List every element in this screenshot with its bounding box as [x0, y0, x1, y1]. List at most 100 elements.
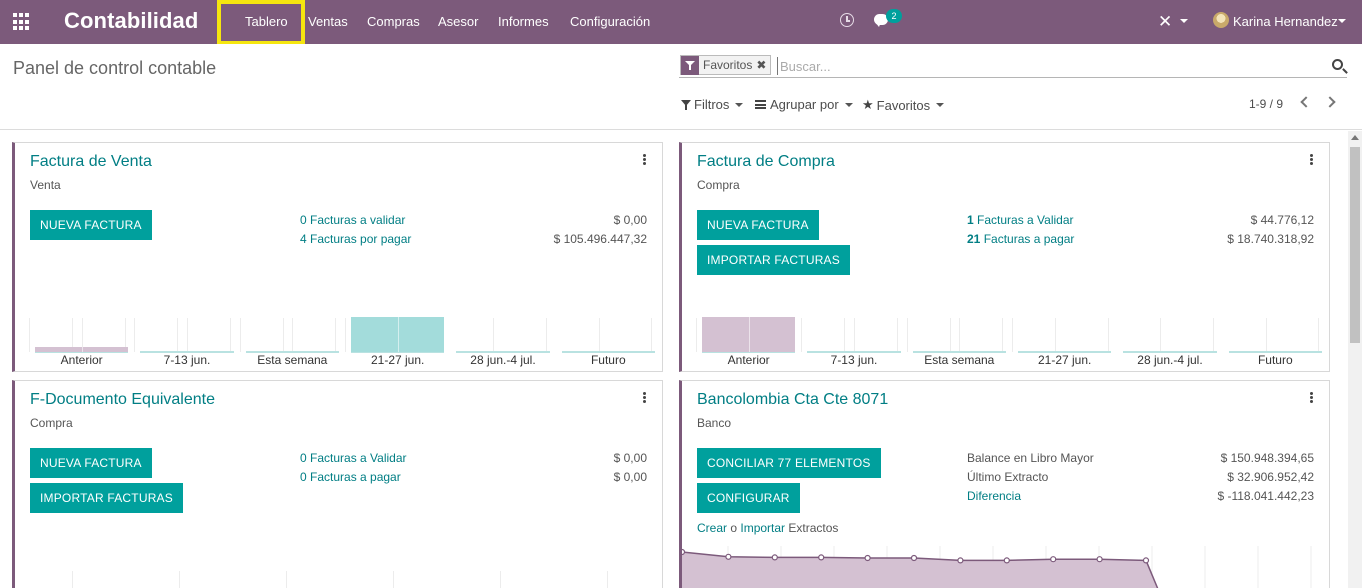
chart-gridline	[81, 318, 83, 352]
chart-bar-divider	[397, 317, 399, 352]
chart-bar-baseline	[245, 351, 339, 353]
chart-bar-baseline	[1123, 351, 1217, 353]
card-title[interactable]: Factura de Compra	[697, 153, 835, 170]
chart-gridline	[335, 318, 337, 352]
group-by-dropdown[interactable]: Agrupar por	[755, 97, 853, 112]
chart-gridline	[29, 318, 30, 352]
funnel-icon	[681, 99, 691, 110]
filters-dropdown[interactable]: Filtros	[681, 97, 744, 112]
chart-point-0[interactable]	[682, 548, 686, 556]
journal-card-documento: F-Documento Equivalente Compra Nueva Fac…	[12, 380, 663, 588]
chart-gridline	[546, 318, 547, 352]
chart-point-2[interactable]	[771, 554, 778, 561]
top-navbar: Contabilidad Tablero Ventas Compras Ases…	[0, 0, 1362, 45]
card-title[interactable]: Bancolombia Cta Cte 8071	[697, 391, 889, 408]
debug-tools-icon[interactable]: ✕	[1158, 12, 1173, 31]
chart-point-6[interactable]	[957, 557, 964, 564]
chart-point-9[interactable]	[1096, 556, 1103, 563]
import-statement-link[interactable]: Importar	[740, 521, 786, 535]
import-invoices-button[interactable]: Importar Facturas	[697, 245, 850, 275]
card-title[interactable]: F-Documento Equivalente	[30, 391, 215, 408]
user-avatar[interactable]	[1213, 12, 1229, 28]
invoices-to-validate-link[interactable]: 0 Facturas a Validar	[300, 451, 407, 465]
favorites-dropdown[interactable]: ★ Favoritos	[862, 97, 945, 113]
chart-x-label: Futuro	[590, 353, 626, 367]
chart-point-3[interactable]	[818, 554, 825, 561]
search-input[interactable]	[777, 57, 1317, 75]
chart-bar-baseline	[140, 351, 234, 353]
card-options-icon[interactable]	[643, 392, 646, 403]
menu-item-configuracion[interactable]: Configuración	[570, 14, 651, 29]
user-name[interactable]: Karina Hernandez	[1233, 14, 1338, 29]
activity-clock-icon[interactable]	[840, 13, 854, 27]
search-icon[interactable]	[1332, 59, 1343, 70]
chart-x-label: Esta semana	[924, 353, 995, 367]
chart-point-4[interactable]	[864, 554, 871, 562]
label: Facturas a Validar	[973, 213, 1074, 227]
chart-point-10[interactable]	[1142, 557, 1150, 564]
chart-point-7[interactable]	[1003, 557, 1010, 564]
aged-payable-chart[interactable]: Anterior 7-13 jun. Esta semana 21-27 jun. 28…	[682, 303, 1329, 371]
pager-next-icon[interactable]	[1324, 96, 1336, 108]
menu-item-compras[interactable]: Compras	[367, 14, 420, 29]
last-statement-label: Último Extracto	[967, 470, 1049, 484]
chat-icon[interactable]	[874, 14, 888, 27]
card-title[interactable]: Factura de Venta	[30, 153, 152, 170]
new-invoice-button[interactable]: Nueva Factura	[697, 210, 819, 240]
invoices-to-pay-link[interactable]: 0 Facturas a pagar	[300, 470, 401, 484]
difference-amount: $ -118.041.442,23	[1217, 489, 1314, 503]
configure-button[interactable]: Configurar	[697, 483, 800, 513]
scroll-up-icon[interactable]	[1351, 135, 1359, 140]
user-caret-icon[interactable]	[1338, 19, 1346, 23]
menu-item-tablero[interactable]: Tablero	[245, 14, 288, 29]
invoices-to-validate-link[interactable]: 1 Facturas a Validar	[967, 213, 1074, 227]
pager-previous-icon[interactable]	[1300, 96, 1312, 108]
label: Facturas a pagar	[980, 232, 1075, 246]
chart-gridline	[124, 318, 126, 352]
new-invoice-button[interactable]: Nueva Factura	[30, 448, 152, 478]
new-invoice-button[interactable]: Nueva Factura	[30, 210, 152, 240]
card-options-icon[interactable]	[1310, 154, 1313, 165]
dashboard: Factura de Venta Venta Nueva Factura 0 F…	[0, 131, 1362, 588]
debug-caret-icon[interactable]	[1180, 19, 1188, 23]
facet-remove-icon[interactable]: ✖	[756, 58, 767, 72]
menu-item-ventas[interactable]: Ventas	[308, 14, 348, 29]
card-subtitle: Compra	[697, 178, 740, 192]
invoices-to-pay-link[interactable]: 4 Facturas por pagar	[300, 232, 412, 246]
reconcile-button[interactable]: Conciliar 77 Elementos	[697, 448, 881, 478]
chart-bar-baseline	[807, 351, 901, 353]
chart-point-8[interactable]	[1050, 556, 1057, 563]
amount-to-pay: $ 18.740.318,92	[1227, 232, 1314, 246]
card-options-icon[interactable]	[643, 154, 646, 165]
aged-receivable-chart[interactable]: Anterior 7-13 jun. Esta semana 21-27 jun. 28…	[15, 303, 662, 371]
import-invoices-button[interactable]: Importar Facturas	[30, 483, 183, 513]
chart-gridline	[393, 571, 394, 588]
create-statement-link[interactable]: Crear	[697, 521, 728, 535]
chart-point-5[interactable]	[910, 554, 918, 562]
chart-bar-baseline	[456, 351, 550, 353]
chart-gridline	[345, 318, 346, 352]
chart-x-label: Anterior	[727, 353, 770, 367]
card-subtitle: Banco	[697, 416, 732, 430]
invoices-to-validate-link[interactable]: 0 Facturas a validar	[300, 213, 406, 227]
card-subtitle: Venta	[30, 178, 61, 192]
bank-balance-chart[interactable]	[682, 546, 1330, 588]
chart-gridline	[651, 318, 653, 352]
scrollbar[interactable]	[1348, 131, 1362, 588]
chart-gridline	[493, 318, 495, 352]
chart-x-label: 28 jun.-4 jul.	[1137, 353, 1203, 367]
chart-bar-baseline	[1228, 351, 1322, 353]
control-panel: Panel de control contable Favoritos ✖ Fi…	[0, 44, 1362, 130]
menu-item-asesor[interactable]: Asesor	[438, 14, 479, 29]
invoices-to-pay-link[interactable]: 21 Facturas a pagar	[967, 232, 1074, 246]
chart-x-label: 21-27 jun.	[370, 353, 425, 367]
document-chart-gridlines	[15, 571, 662, 588]
pager-value[interactable]: 1-9 / 9	[1249, 97, 1284, 111]
menu-item-informes[interactable]: Informes	[498, 14, 549, 29]
apps-menu-icon[interactable]	[13, 13, 31, 31]
difference-link[interactable]: Diferencia	[967, 489, 1022, 503]
card-options-icon[interactable]	[1310, 392, 1313, 403]
scroll-thumb[interactable]	[1350, 147, 1360, 343]
chart-gridline	[801, 318, 803, 352]
chart-point-1[interactable]	[725, 553, 732, 560]
